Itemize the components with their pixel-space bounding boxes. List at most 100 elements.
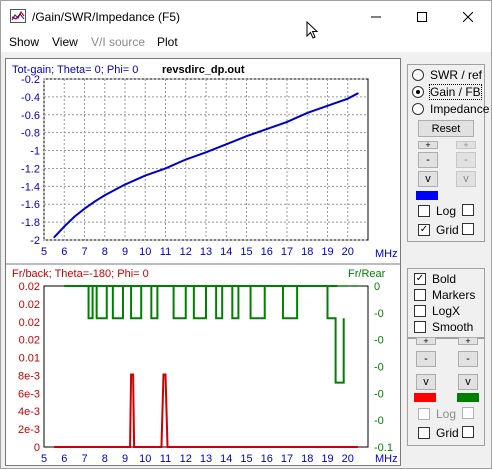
bottom-left-v-button[interactable]: v xyxy=(416,374,436,390)
logx-label: LogX xyxy=(432,304,461,318)
bottom-left-y-tick-label: 0.02 xyxy=(19,317,40,329)
left-v-button[interactable]: v xyxy=(418,171,438,187)
plot-area[interactable]: Tot-gain; Theta= 0; Phi= 0 revsdirc_dp.o… xyxy=(5,58,401,466)
bottom-chart-right-title: Fr/Rear xyxy=(348,268,386,280)
checkbox-box xyxy=(418,205,430,217)
bottom-left-y-tick-label: 8e-3 xyxy=(18,370,40,382)
top-gain-point xyxy=(93,200,96,203)
reset-button[interactable]: Reset xyxy=(418,120,474,137)
top-y-tick-label: -0.8 xyxy=(21,128,40,140)
display-options-panel: ✓ Bold Markers LogX Smooth xyxy=(407,268,485,338)
bottom-chart-x-label: MHz xyxy=(375,453,398,465)
bottom-right-color-swatch[interactable] xyxy=(457,393,479,402)
top-chart-x-label: MHz xyxy=(375,248,398,260)
markers-checkbox[interactable]: Markers xyxy=(414,288,475,302)
window-title: /Gain/SWR/Impedance (F5) xyxy=(32,10,181,24)
minimize-icon xyxy=(371,16,381,17)
gain-control-panel: SWR / ref Gain / FB Impedance Reset + - … xyxy=(407,64,489,242)
menu-plot[interactable]: Plot xyxy=(157,35,178,49)
bottom-x-tick-label: 5 xyxy=(41,453,47,465)
bold-label: Bold xyxy=(432,272,457,286)
bottom-right-v-button[interactable]: v xyxy=(458,374,478,390)
left-up-button[interactable]: + xyxy=(418,141,438,150)
close-button[interactable] xyxy=(445,1,491,32)
bottom-right-up-button[interactable]: + xyxy=(458,337,478,346)
radio-circle-selected xyxy=(412,86,424,98)
bottom-left-up-button[interactable]: + xyxy=(416,337,436,346)
bottom-x-tick-label: 19 xyxy=(321,453,333,465)
smooth-checkbox[interactable]: Smooth xyxy=(414,320,473,334)
top-gain-point xyxy=(73,215,76,218)
top-gain-point xyxy=(63,225,66,228)
top-color-swatch[interactable] xyxy=(416,191,438,200)
menu-vi-source[interactable]: V/I source xyxy=(91,35,146,49)
top-gain-point xyxy=(225,143,228,146)
right-down-button[interactable]: - xyxy=(456,152,476,168)
bottom-chart-series xyxy=(54,285,358,448)
bottom-grid-checkbox-right[interactable] xyxy=(462,426,480,438)
bold-checkbox[interactable]: ✓ Bold xyxy=(414,272,456,286)
checkbox-checked: ✓ xyxy=(418,224,430,236)
bottom-x-tick-label: 20 xyxy=(342,453,354,465)
top-x-tick-label: 7 xyxy=(81,246,87,258)
radio-circle xyxy=(412,103,424,115)
left-down-button[interactable]: - xyxy=(418,152,438,168)
log-checkbox-left[interactable]: Log xyxy=(418,204,456,218)
checkbox-box xyxy=(414,321,426,333)
right-up-button[interactable]: + xyxy=(456,141,476,150)
grid-checkbox-left[interactable]: ✓ Grid xyxy=(418,223,459,237)
menu-bar: Show View V/I source Plot xyxy=(1,32,491,52)
radio-gain-fb[interactable]: Gain / FB xyxy=(412,84,482,100)
radio-circle xyxy=(412,69,424,81)
bottom-x-tick-label: 14 xyxy=(220,453,232,465)
markers-label: Markers xyxy=(432,288,476,302)
bottom-right-y-tick-label: -0.1 xyxy=(374,442,393,454)
radio-label-gain: Gain / FB xyxy=(429,84,482,100)
bottom-left-color-swatch[interactable] xyxy=(414,393,436,402)
bottom-x-tick-label: 7 xyxy=(81,453,87,465)
bottom-left-down-button[interactable]: - xyxy=(416,351,436,367)
mouse-cursor-icon xyxy=(306,21,319,39)
bottom-left-y-tick-label: 6e-3 xyxy=(18,388,40,400)
checkbox-box-disabled xyxy=(418,408,430,420)
fr-back-line xyxy=(54,373,358,448)
top-gain-point xyxy=(103,194,106,197)
bottom-x-tick-label: 17 xyxy=(281,453,293,465)
top-chart-y-ticks: -0.2 -0.4 -0.6 -0.8 -1 -1.2 -1.4 -1.6 -1.8 -2 xyxy=(21,74,40,247)
top-gain-point xyxy=(134,179,136,181)
top-x-tick-label: 18 xyxy=(301,246,313,258)
bottom-right-down-button[interactable]: - xyxy=(458,351,478,367)
bottom-x-tick-label: 15 xyxy=(240,453,252,465)
top-gain-point xyxy=(286,121,288,123)
right-v-button[interactable]: v xyxy=(456,171,476,187)
menu-show[interactable]: Show xyxy=(9,35,40,49)
bottom-grid-checkbox-left[interactable]: Grid xyxy=(418,426,459,440)
bottom-x-tick-label: 12 xyxy=(180,453,192,465)
maximize-button[interactable] xyxy=(399,1,445,32)
top-gain-point xyxy=(124,183,126,186)
checkbox-box xyxy=(462,223,474,235)
log-label: Log xyxy=(436,204,457,218)
checkbox-box xyxy=(414,305,426,317)
menu-view[interactable]: View xyxy=(52,35,78,49)
checkbox-box-disabled xyxy=(462,407,474,419)
top-x-tick-label: 17 xyxy=(281,246,293,258)
title-bar[interactable]: /Gain/SWR/Impedance (F5) xyxy=(1,1,491,32)
bottom-right-y-tick-label: -0 xyxy=(374,335,384,347)
log-checkbox-right[interactable] xyxy=(462,204,480,216)
checkbox-box xyxy=(418,427,430,439)
top-gain-point xyxy=(205,151,207,154)
radio-impedance[interactable]: Impedance xyxy=(412,102,489,116)
bottom-x-tick-label: 16 xyxy=(261,453,273,465)
bottom-log-checkbox-right[interactable] xyxy=(462,407,480,419)
top-gain-point xyxy=(245,135,248,138)
bottom-log-checkbox-left[interactable]: Log xyxy=(418,407,456,421)
top-x-tick-label: 15 xyxy=(240,246,252,258)
minimize-button[interactable] xyxy=(353,1,399,32)
top-chart-x-ticks: 5 6 7 8 9 10 11 12 13 14 15 16 17 18 19 20 xyxy=(41,246,354,258)
logx-checkbox[interactable]: LogX xyxy=(414,304,460,318)
top-gain-point xyxy=(164,167,167,170)
grid-checkbox-right[interactable] xyxy=(462,223,480,235)
radio-swr-ref[interactable]: SWR / ref xyxy=(412,68,482,82)
